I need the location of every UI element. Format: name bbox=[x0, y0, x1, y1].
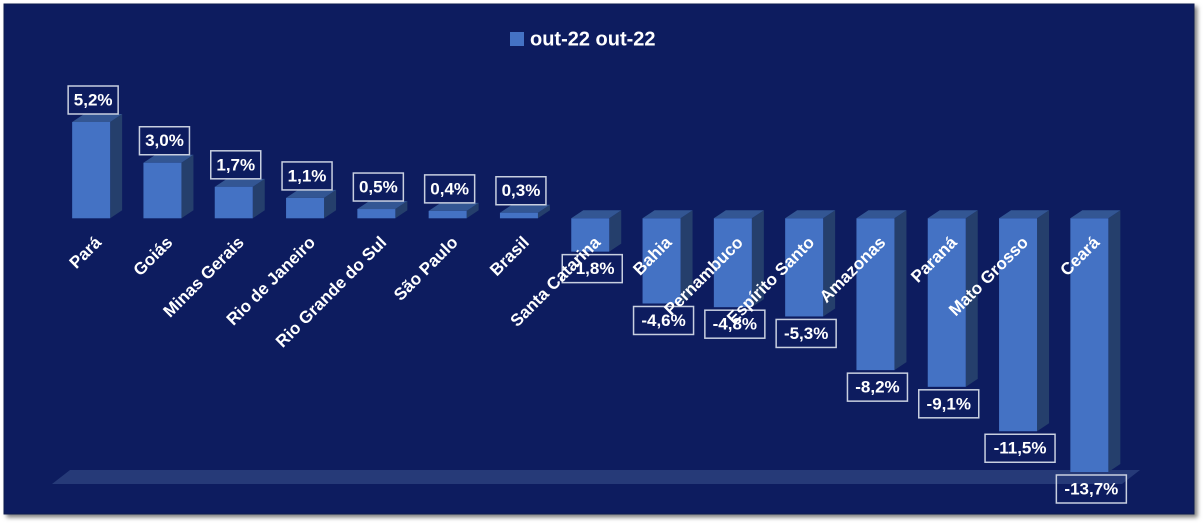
value-label-box bbox=[67, 85, 119, 115]
value-label-box bbox=[352, 172, 405, 202]
bar bbox=[214, 186, 253, 219]
bar-side bbox=[110, 114, 123, 219]
value-label: 0,3% bbox=[502, 181, 541, 200]
value-label-box bbox=[281, 161, 333, 191]
bar bbox=[72, 122, 111, 219]
bar-side bbox=[252, 178, 265, 219]
bar bbox=[571, 218, 610, 252]
bar-top bbox=[143, 154, 194, 163]
value-label-box bbox=[984, 433, 1056, 464]
bar-side bbox=[609, 210, 622, 252]
bar-side bbox=[1037, 210, 1050, 432]
bar-top bbox=[999, 210, 1050, 219]
bar-side bbox=[324, 189, 337, 219]
value-label: 1,1% bbox=[288, 166, 327, 185]
bar-side bbox=[1108, 210, 1121, 472]
value-label: 5,2% bbox=[74, 90, 113, 109]
bar-top bbox=[856, 210, 907, 219]
floor bbox=[52, 470, 1140, 484]
value-label: -9,1% bbox=[927, 394, 971, 413]
value-label-box bbox=[561, 253, 623, 284]
value-label: -8,2% bbox=[855, 378, 899, 397]
value-label: 0,5% bbox=[359, 178, 398, 197]
value-label-box bbox=[210, 150, 262, 180]
value-label: -4,8% bbox=[713, 315, 757, 334]
bar-top bbox=[785, 210, 836, 219]
value-label-box bbox=[1055, 474, 1128, 504]
bar-top bbox=[286, 189, 337, 198]
value-label: 1,7% bbox=[216, 155, 255, 174]
legend-swatch bbox=[510, 32, 524, 46]
value-label: -4,6% bbox=[641, 311, 685, 330]
bar bbox=[143, 162, 182, 219]
value-label-box bbox=[918, 389, 980, 419]
value-label: -11,5% bbox=[994, 439, 1047, 458]
bar-top bbox=[642, 210, 693, 219]
bar bbox=[642, 218, 681, 304]
bar-side bbox=[680, 210, 693, 304]
bar-top bbox=[571, 210, 622, 219]
bar-top bbox=[357, 201, 408, 210]
bar bbox=[357, 209, 396, 219]
bar bbox=[713, 218, 752, 308]
value-label: 3,0% bbox=[145, 131, 184, 150]
bar-side bbox=[823, 210, 836, 317]
chart-background bbox=[3, 3, 1195, 515]
bar-top bbox=[428, 202, 479, 211]
bar bbox=[1070, 218, 1109, 472]
value-label-box bbox=[423, 174, 476, 204]
value-label: -13,7% bbox=[1064, 479, 1118, 498]
bar-side bbox=[965, 210, 978, 387]
value-label-box bbox=[632, 305, 695, 336]
bar-top bbox=[499, 204, 550, 213]
bar-side bbox=[181, 154, 194, 219]
bar bbox=[856, 218, 895, 371]
value-label-box bbox=[138, 125, 191, 156]
bar-top bbox=[713, 210, 764, 219]
bar bbox=[428, 210, 467, 219]
bar-side bbox=[894, 210, 907, 371]
bar-side bbox=[395, 201, 408, 219]
value-label: -5,3% bbox=[784, 324, 828, 343]
bar bbox=[927, 218, 966, 387]
value-label: -1,8% bbox=[570, 259, 614, 278]
legend-label: out-22 out-22 bbox=[530, 28, 656, 50]
bar bbox=[286, 197, 325, 219]
value-label-box bbox=[775, 318, 837, 349]
value-label-box bbox=[846, 372, 909, 402]
bar bbox=[499, 212, 538, 219]
value-label: 0,4% bbox=[430, 179, 469, 198]
bar-side bbox=[751, 210, 764, 308]
value-label-box bbox=[704, 309, 766, 339]
bar-side bbox=[466, 202, 479, 219]
bar bbox=[785, 218, 824, 317]
value-label-box bbox=[495, 175, 547, 206]
bar-top bbox=[72, 114, 123, 122]
legend: out-22 out-22 bbox=[510, 28, 656, 50]
bar-top bbox=[1070, 210, 1121, 219]
bar bbox=[999, 218, 1038, 432]
bar-side bbox=[537, 204, 550, 219]
bar-top bbox=[927, 210, 978, 219]
bar-top bbox=[214, 178, 265, 187]
